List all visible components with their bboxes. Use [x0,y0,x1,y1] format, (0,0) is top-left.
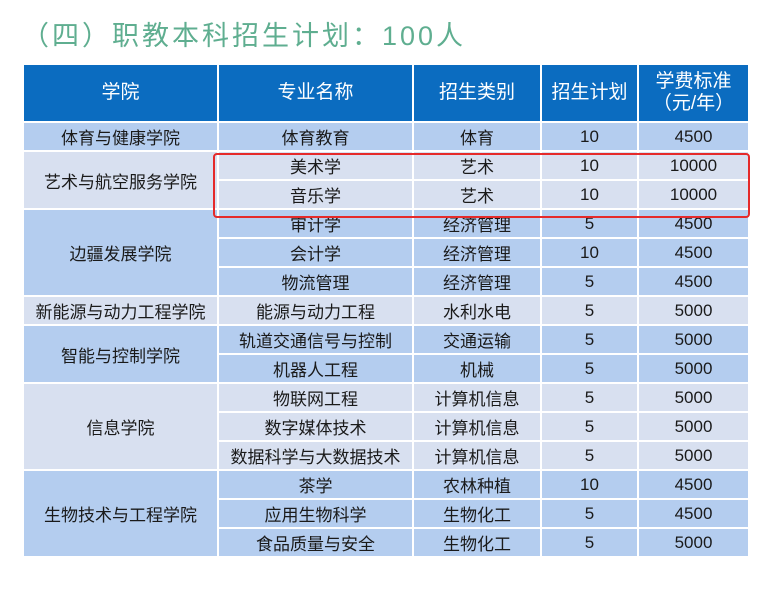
table-row: 音乐学 艺术 10 10000 [23,179,750,210]
table-row: 信息学院 物联网工程 计算机信息 5 5000 [22,382,750,471]
plan-cell: 5 [540,324,639,355]
college-cell: 边疆发展学院 [22,208,219,297]
plan-cell: 5 [540,411,639,442]
major-cell: 机器人工程 [217,353,414,384]
table-row: 数字媒体技术 计算机信息 5 5000 [23,411,750,442]
plan-cell: 5 [540,440,639,471]
category-cell: 经济管理 [412,266,542,297]
plan-cell: 10 [540,150,639,181]
table-row: 艺术与航空服务学院 美术学 艺术 10 10000 [22,150,750,210]
plan-cell: 10 [540,121,639,152]
major-cell: 数据科学与大数据技术 [217,440,414,471]
college-cell: 新能源与动力工程学院 [22,295,219,326]
plan-cell: 5 [540,498,639,529]
plan-cell: 10 [540,469,639,500]
table-row: 数据科学与大数据技术 计算机信息 5 5000 [23,440,750,471]
header-row: 学院 专业名称 招生类别 招生计划 学费标准（元/年） [22,63,750,123]
tuition-cell: 10000 [637,179,750,210]
category-cell: 农林种植 [412,469,542,500]
category-cell: 计算机信息 [412,411,542,442]
major-cell: 物联网工程 [217,382,414,413]
table-row: 物流管理 经济管理 5 4500 [23,266,750,297]
major-cell: 体育教育 [217,121,414,152]
header-major: 专业名称 [217,63,414,123]
tuition-cell: 5000 [637,295,750,326]
plan-cell: 5 [540,527,639,558]
tuition-cell: 4500 [637,266,750,297]
table-row: 会计学 经济管理 10 4500 [23,237,750,268]
header-tuition: 学费标准（元/年） [637,63,750,123]
tuition-cell: 4500 [637,121,750,152]
table-row: 智能与控制学院 轨道交通信号与控制 交通运输 5 5000 [22,324,750,384]
table-row: 生物技术与工程学院 茶学 农林种植 10 4500 [22,469,750,558]
tuition-cell: 5000 [637,527,750,558]
tuition-cell: 5000 [637,353,750,384]
major-cell: 数字媒体技术 [217,411,414,442]
table-row: 体育与健康学院 体育教育 体育 10 4500 [22,121,750,152]
table-row: 机器人工程 机械 5 5000 [23,353,750,384]
major-cell: 轨道交通信号与控制 [217,324,414,355]
college-cell: 生物技术与工程学院 [22,469,219,558]
table-row: 边疆发展学院 审计学 经济管理 5 4500 [22,208,750,297]
header-college: 学院 [22,63,219,123]
college-cell: 艺术与航空服务学院 [22,150,219,210]
category-cell: 机械 [412,353,542,384]
tuition-cell: 4500 [637,237,750,268]
college-cell: 体育与健康学院 [22,121,219,152]
table-row: 新能源与动力工程学院 能源与动力工程 水利水电 5 5000 [22,295,750,326]
page-title: （四）职教本科招生计划：100人 [22,21,467,51]
table-row: 应用生物科学 生物化工 5 4500 [23,498,750,529]
major-cell: 美术学 [217,150,414,181]
tuition-cell: 4500 [637,498,750,529]
plan-cell: 5 [540,266,639,297]
category-cell: 交通运输 [412,324,542,355]
tuition-cell: 4500 [637,469,750,500]
plan-cell: 5 [540,382,639,413]
category-cell: 艺术 [412,179,542,210]
major-cell: 茶学 [217,469,414,500]
enrollment-table: 学院 专业名称 招生类别 招生计划 学费标准（元/年） 体育与健康学院 体育教育体… [22,63,750,558]
tuition-cell: 4500 [637,208,750,239]
tuition-cell: 5000 [637,440,750,471]
header-category: 招生类别 [412,63,542,123]
major-cell: 食品质量与安全 [217,527,414,558]
tuition-cell: 5000 [637,411,750,442]
major-cell: 会计学 [217,237,414,268]
header-plan: 招生计划 [540,63,639,123]
major-cell: 审计学 [217,208,414,239]
plan-cell: 5 [540,208,639,239]
major-cell: 应用生物科学 [217,498,414,529]
plan-cell: 10 [540,179,639,210]
college-cell: 信息学院 [22,382,219,471]
category-cell: 计算机信息 [412,440,542,471]
plan-cell: 10 [540,237,639,268]
college-cell: 智能与控制学院 [22,324,219,384]
category-cell: 体育 [412,121,542,152]
major-cell: 能源与动力工程 [217,295,414,326]
tuition-cell: 5000 [637,324,750,355]
category-cell: 生物化工 [412,527,542,558]
tuition-cell: 5000 [637,382,750,413]
major-cell: 音乐学 [217,179,414,210]
category-cell: 经济管理 [412,237,542,268]
tuition-cell: 10000 [637,150,750,181]
category-cell: 经济管理 [412,208,542,239]
category-cell: 计算机信息 [412,382,542,413]
category-cell: 艺术 [412,150,542,181]
category-cell: 生物化工 [412,498,542,529]
major-cell: 物流管理 [217,266,414,297]
plan-cell: 5 [540,353,639,384]
plan-cell: 5 [540,295,639,326]
category-cell: 水利水电 [412,295,542,326]
table-row: 食品质量与安全 生物化工 5 5000 [23,527,750,558]
